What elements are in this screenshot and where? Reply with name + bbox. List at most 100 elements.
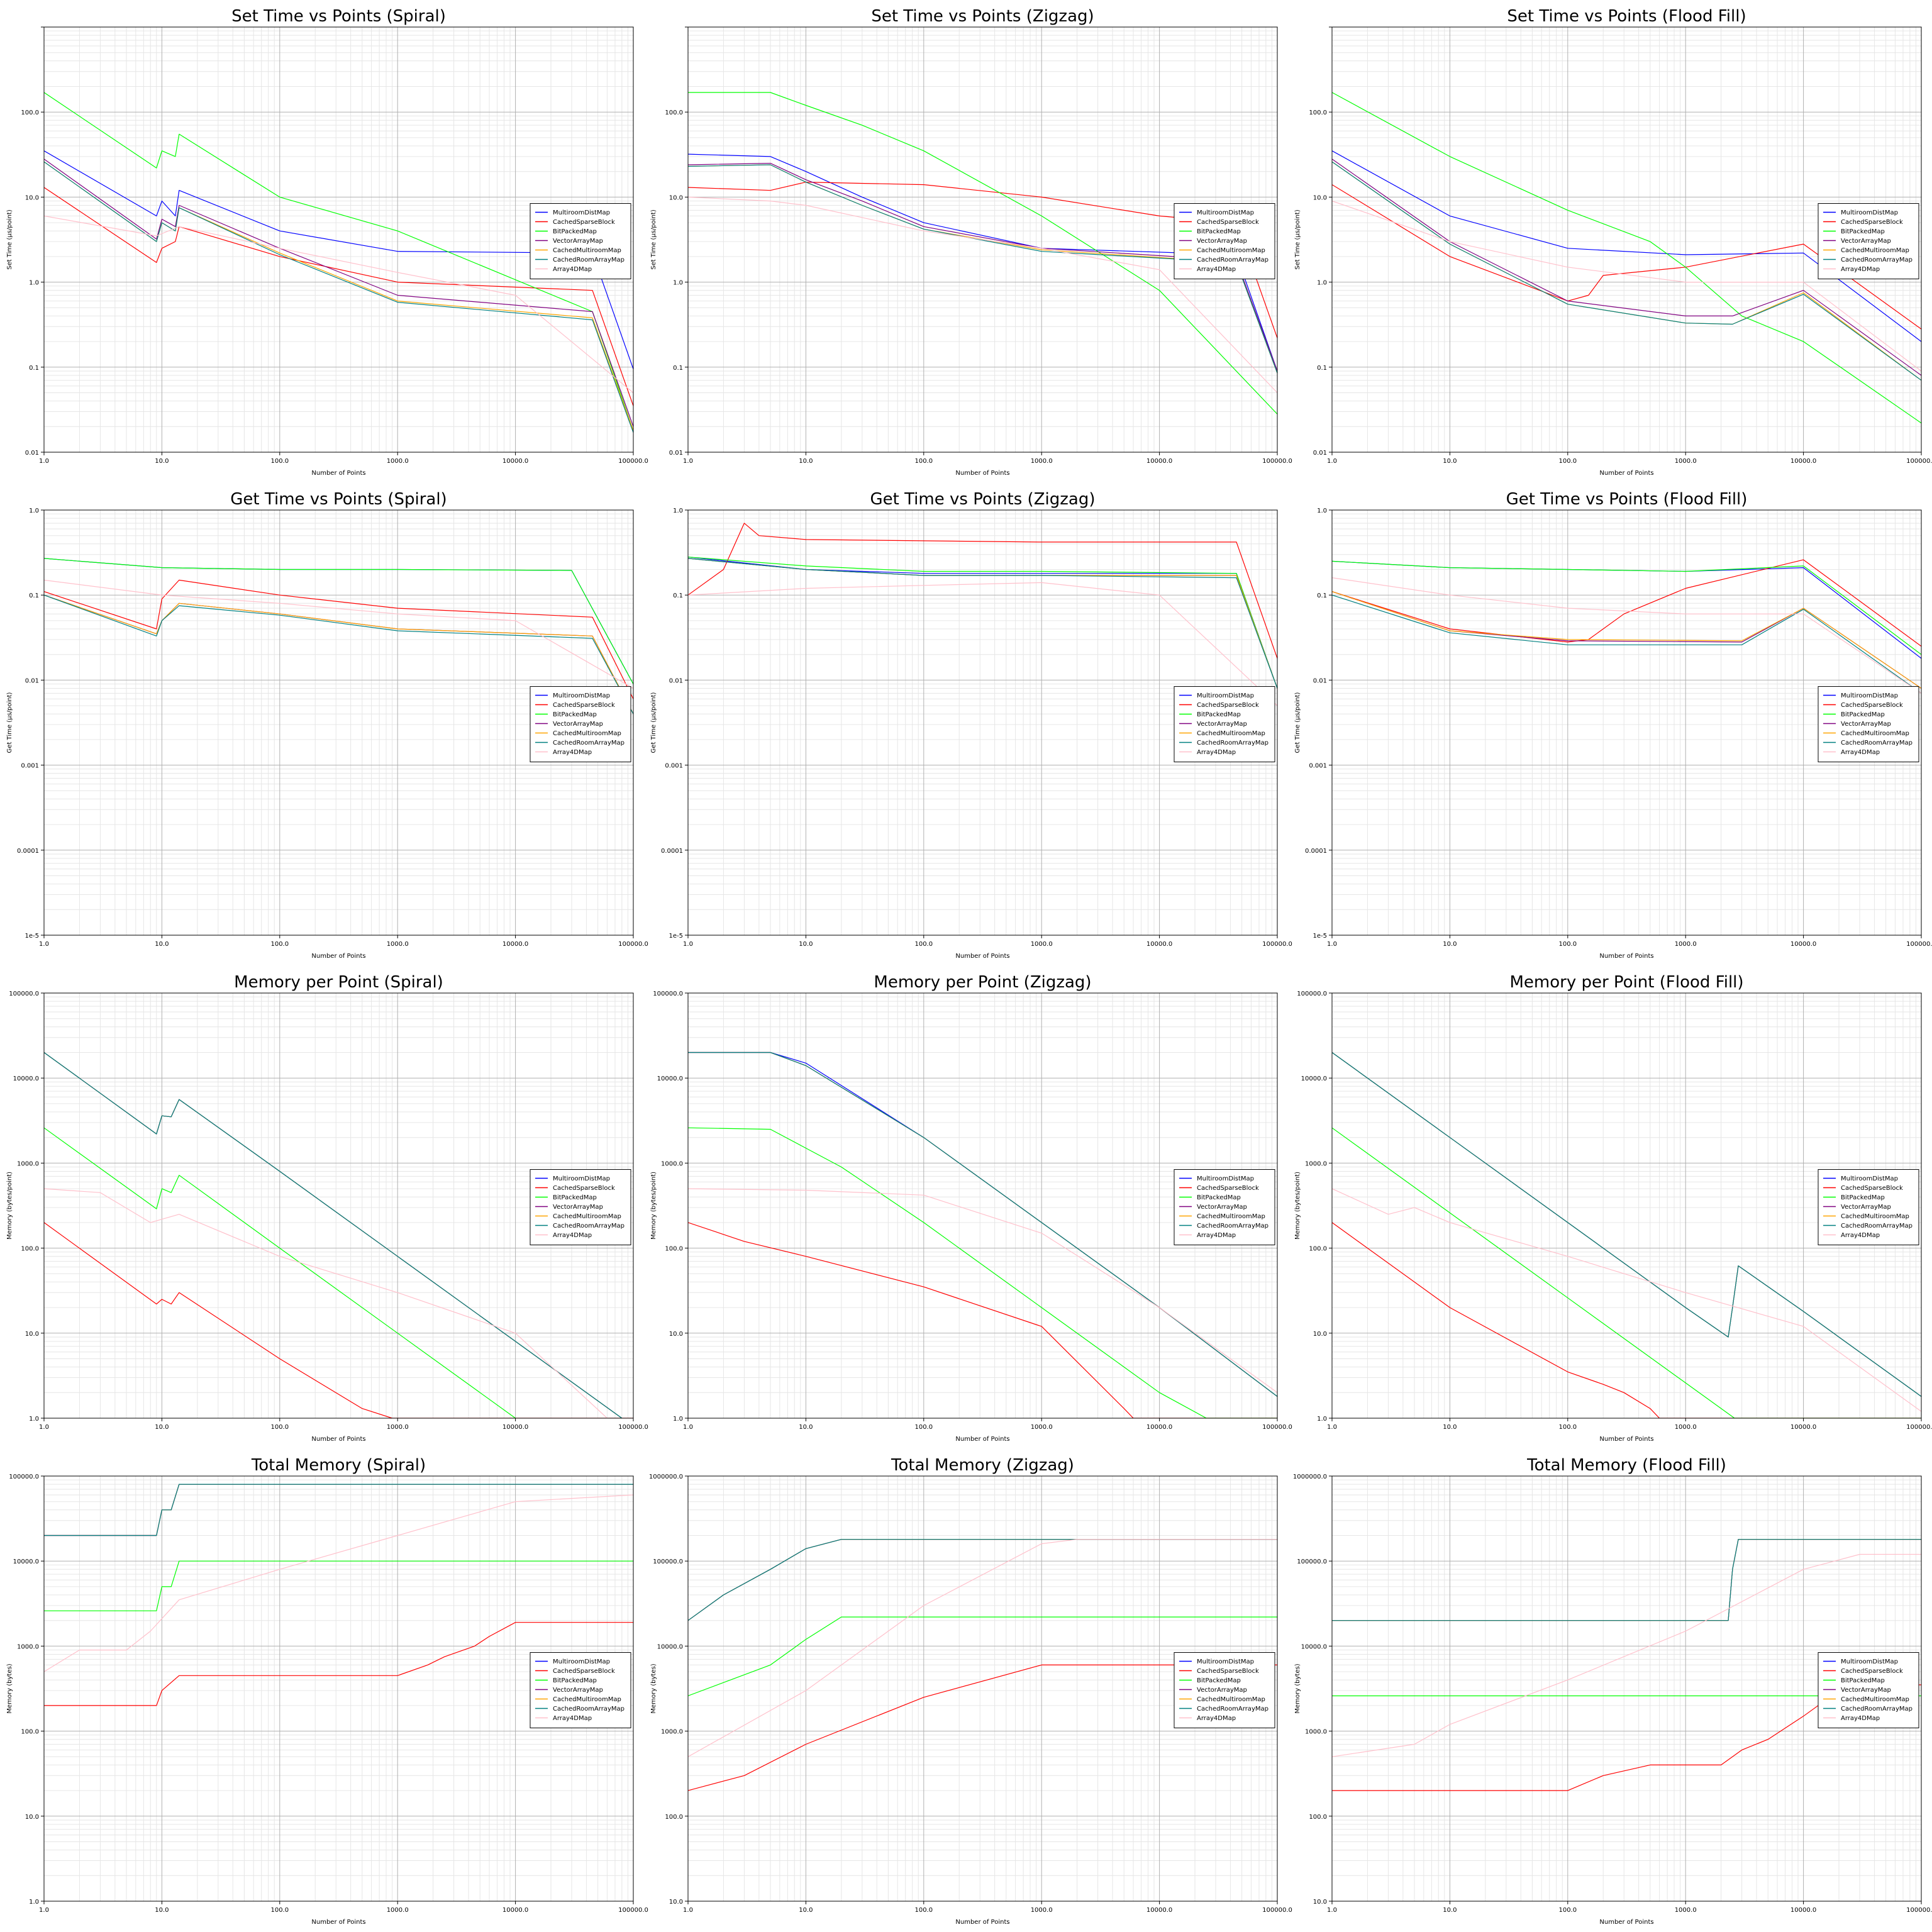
series-group — [1332, 92, 1921, 424]
series-line — [1332, 577, 1921, 694]
x-tick-label: 100.0 — [914, 458, 933, 465]
chart-title: Get Time vs Points (Flood Fill) — [1506, 490, 1748, 509]
series-line — [1332, 184, 1921, 330]
legend: MultiroomDistMap CachedSparseBlock BitPack… — [1174, 1652, 1275, 1729]
legend: MultiroomDistMap CachedSparseBlock BitPack… — [530, 686, 631, 763]
x-tick-label: 1000.0 — [387, 1424, 409, 1431]
legend-label: CachedSparseBlock — [553, 702, 615, 709]
legend-label: VectorArrayMap — [1197, 1204, 1247, 1211]
x-tick-label: 100000.0 — [1906, 1424, 1932, 1431]
y-tick-label: 100000.0 — [1297, 991, 1327, 997]
y-tick-label: 1000.0 — [661, 1729, 683, 1736]
series-line — [1332, 1222, 1921, 1418]
legend-label: MultiroomDistMap — [553, 1175, 610, 1182]
legend-label: Array4DMap — [1841, 749, 1880, 756]
legend-label: Array4DMap — [1841, 1232, 1880, 1239]
x-tick-label: 100000.0 — [618, 1907, 648, 1914]
x-axis-label: Number of Points — [1599, 1919, 1653, 1926]
major-grid — [1331, 26, 1922, 453]
x-tick-label: 1.0 — [1327, 1907, 1337, 1914]
chart-title: Memory per Point (Zigzag) — [874, 973, 1091, 992]
x-axis-label: Number of Points — [1599, 953, 1653, 960]
y-tick-label: 1000.0 — [17, 1643, 39, 1650]
y-tick-label: 100.0 — [1309, 1246, 1327, 1253]
y-tick-label: 0.01 — [25, 450, 39, 457]
series-line — [1332, 1553, 1921, 1757]
legend-label: CachedRoomArrayMap — [553, 740, 625, 747]
legend-label: BitPackedMap — [1197, 228, 1241, 235]
series-line — [688, 557, 1277, 689]
legend-label: MultiroomDistMap — [553, 1658, 610, 1665]
series-group — [1332, 1052, 1921, 1418]
y-tick-label: 1.0 — [29, 1899, 39, 1906]
chart-set-time-spiral: 1.0 10.0 100.0 1000.0 10000.0 100000.0 0.01 0.1… — [6, 7, 648, 477]
legend-label: Array4DMap — [1197, 1232, 1236, 1239]
y-axis-label: Get Time (µs/point) — [650, 692, 657, 753]
legend-label: CachedRoomArrayMap — [1197, 1706, 1269, 1713]
series-line — [44, 579, 633, 689]
y-tick-label: 0.0001 — [17, 848, 39, 855]
legend-label: CachedSparseBlock — [1841, 702, 1903, 709]
legend-label: Array4DMap — [1197, 266, 1236, 273]
legend-label: MultiroomDistMap — [1197, 209, 1254, 216]
x-tick-label: 1000.0 — [1031, 1424, 1053, 1431]
y-tick-label: 0.01 — [1313, 450, 1327, 457]
series-line — [1332, 594, 1921, 694]
chart-memory-per-point-zigzag: 1.0 10.0 100.0 1000.0 10000.0 100000.0 1.0 10.0… — [650, 973, 1292, 1443]
legend-label: MultiroomDistMap — [553, 209, 610, 216]
plot-frame — [687, 26, 1278, 453]
plot-frame — [687, 1475, 1278, 1902]
series-line — [688, 1616, 1277, 1697]
legend-label: CachedMultiroomMap — [553, 1213, 621, 1220]
series-line — [44, 1484, 633, 1536]
legend-label: CachedRoomArrayMap — [1841, 1223, 1913, 1230]
series-line — [44, 215, 633, 393]
series-line — [688, 1664, 1277, 1791]
series-line — [44, 1222, 633, 1418]
x-tick-label: 100.0 — [270, 458, 289, 465]
x-tick-label: 100.0 — [1558, 458, 1577, 465]
chart-memory-per-point-flood-fill: 1.0 10.0 100.0 1000.0 10000.0 100000.0 1.0 10.0… — [1294, 973, 1932, 1443]
x-axis-label: Number of Points — [1599, 1436, 1653, 1443]
plot-frame — [687, 509, 1278, 936]
legend: MultiroomDistMap CachedSparseBlock BitPack… — [530, 203, 631, 280]
series-line — [44, 150, 633, 369]
legend-label: BitPackedMap — [553, 1677, 597, 1684]
y-tick-label: 0.01 — [1313, 677, 1327, 684]
plot-frame — [1331, 509, 1922, 936]
x-tick-label: 10.0 — [799, 941, 813, 948]
series-line — [688, 92, 1277, 414]
legend-box — [1818, 1169, 1919, 1246]
x-axis-label: Number of Points — [311, 953, 365, 960]
series-line — [1332, 161, 1921, 381]
series-group — [44, 92, 633, 433]
legend-label: CachedMultiroomMap — [1841, 1213, 1909, 1220]
x-tick-label: 100.0 — [270, 1424, 289, 1431]
x-tick-label: 10000.0 — [1146, 941, 1172, 948]
legend-label: CachedMultiroomMap — [1841, 247, 1909, 254]
legend-label: CachedRoomArrayMap — [553, 1706, 625, 1713]
legend-box — [1174, 1652, 1275, 1729]
y-tick-label: 100000.0 — [653, 1558, 683, 1565]
x-tick-label: 10.0 — [155, 458, 169, 465]
series-group — [688, 1052, 1277, 1418]
chart-get-time-zigzag: 1.0 10.0 100.0 1000.0 10000.0 100000.0 1e-5 0.0… — [650, 490, 1292, 960]
legend-label: Array4DMap — [553, 749, 592, 756]
plot-frame — [1331, 1475, 1922, 1902]
y-tick-label: 1000.0 — [1305, 1160, 1327, 1167]
legend-label: Array4DMap — [553, 266, 592, 273]
series-line — [1332, 560, 1921, 659]
x-tick-label: 10.0 — [1443, 941, 1457, 948]
legend-label: Array4DMap — [1197, 749, 1236, 756]
legend-label: CachedSparseBlock — [553, 219, 615, 226]
y-tick-label: 10.0 — [25, 1331, 39, 1338]
series-line — [44, 1127, 516, 1418]
x-tick-label: 1000.0 — [1031, 941, 1053, 948]
y-tick-label: 100.0 — [21, 1246, 39, 1253]
x-tick-label: 100000.0 — [1262, 1907, 1292, 1914]
series-line — [44, 594, 633, 714]
series-line — [1332, 201, 1921, 372]
y-axis-label: Set Time (µs/point) — [6, 209, 13, 270]
y-axis-label: Memory (bytes) — [1294, 1663, 1301, 1713]
y-tick-label: 0.01 — [669, 450, 683, 457]
